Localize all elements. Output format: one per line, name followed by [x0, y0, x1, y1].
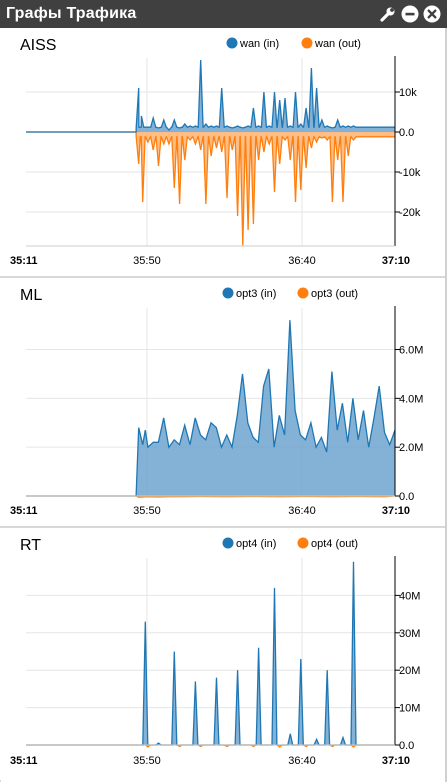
y-tick-label: -10k — [399, 167, 421, 179]
x-tick-label: 37:10 — [382, 255, 410, 267]
y-tick-label: 30M — [399, 628, 420, 640]
x-tick-label: 35:50 — [133, 755, 161, 767]
legend-marker — [222, 537, 234, 549]
legend-marker — [297, 287, 309, 299]
chart-rt: 40M 30M 20M 10M 0.0 35:11 35:50 36:40 37:10 RT opt… — [10, 537, 420, 767]
panel-divider — [0, 276, 447, 278]
wrench-icon[interactable] — [378, 5, 397, 24]
panel-divider — [0, 526, 447, 528]
y-tick-label: -20k — [399, 207, 421, 219]
minimize-icon[interactable] — [400, 5, 419, 24]
legend-label: opt4 (out) — [311, 538, 358, 550]
x-tick-label: 35:50 — [133, 255, 161, 267]
chart-title: AISS — [20, 37, 56, 54]
legend-label: wan (in) — [239, 38, 279, 50]
x-tick-label: 36:40 — [288, 255, 316, 267]
y-tick-label: 10M — [399, 703, 420, 715]
chart-aiss: 10k 0.0 -10k -20k 35:11 35:50 36:40 37:10 AISS wa… — [10, 37, 421, 267]
legend-label: opt4 (in) — [236, 538, 276, 550]
window-title: Графы Трафика — [6, 5, 137, 22]
x-tick-label: 35:11 — [10, 755, 38, 767]
window-border-right — [445, 28, 447, 782]
window-controls — [378, 5, 447, 24]
chart-panel-rt: 40M 30M 20M 10M 0.0 35:11 35:50 36:40 37:10 RT opt… — [0, 528, 447, 780]
x-tick-label: 36:40 — [288, 505, 316, 517]
series-in-line — [26, 59, 395, 133]
series-in-area — [26, 320, 395, 496]
legend-marker — [297, 537, 309, 549]
x-tick-label: 37:10 — [382, 505, 410, 517]
legend-marker — [301, 37, 313, 49]
chart-title: RT — [20, 537, 41, 554]
y-tick-label: 0.0 — [399, 491, 414, 503]
legend-marker — [226, 37, 238, 49]
legend-label: opt3 (out) — [311, 288, 358, 300]
series-out-line — [26, 495, 396, 498]
y-tick-label: 0.0 — [399, 127, 414, 139]
y-tick-label: 10k — [399, 87, 417, 99]
y-tick-label: 20M — [399, 665, 420, 677]
y-tick-label: 0.0 — [399, 740, 414, 752]
x-tick-label: 37:10 — [382, 755, 410, 767]
series-in-area — [26, 60, 395, 132]
y-tick-label: 4.0M — [399, 393, 423, 405]
y-tick-label: 6.0M — [399, 345, 423, 357]
chart-panel-ml: 6.0M 4.0M 2.0M 0.0 35:11 35:50 36:40 37:10 ML opt… — [0, 278, 447, 526]
x-tick-label: 35:50 — [133, 505, 161, 517]
chart-title: ML — [20, 287, 42, 304]
y-tick-label: 2.0M — [399, 442, 423, 454]
chart-panel-aiss: 10k 0.0 -10k -20k 35:11 35:50 36:40 37:10 AISS wa… — [0, 28, 447, 276]
x-tick-label: 36:40 — [288, 755, 316, 767]
x-tick-label: 35:11 — [10, 255, 38, 267]
series-in-area — [26, 561, 395, 745]
chart-ml: 6.0M 4.0M 2.0M 0.0 35:11 35:50 36:40 37:10 ML opt… — [10, 287, 423, 517]
close-icon[interactable] — [422, 5, 441, 24]
series-out-line — [26, 131, 395, 247]
legend-marker — [222, 287, 234, 299]
legend-label: opt3 (in) — [236, 288, 276, 300]
y-tick-label: 40M — [399, 590, 420, 602]
legend-label: wan (out) — [314, 38, 361, 50]
series-in-line — [26, 320, 396, 497]
x-tick-label: 35:11 — [10, 505, 38, 517]
series-in-line — [26, 561, 395, 746]
window-titlebar: Графы Трафика — [0, 0, 447, 28]
